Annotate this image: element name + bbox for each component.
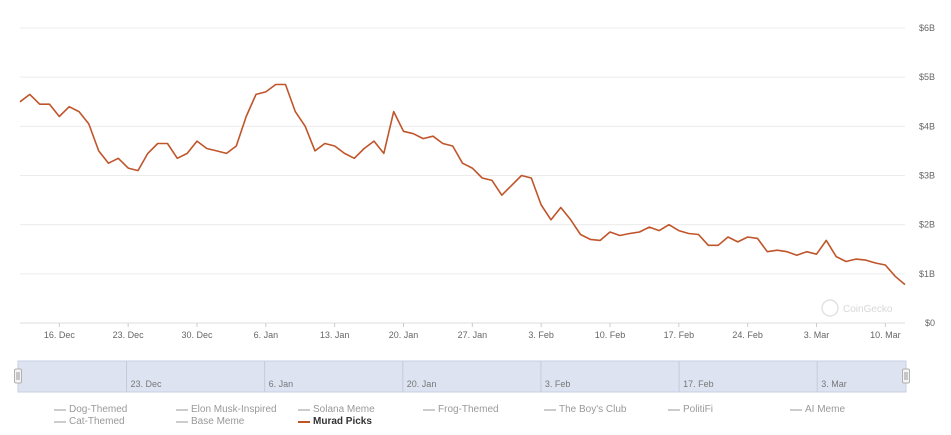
navigator-tick-label: 6. Jan bbox=[269, 379, 294, 389]
legend-swatch bbox=[668, 408, 680, 411]
legend-label: Solana Meme bbox=[313, 404, 375, 415]
legend-swatch bbox=[544, 408, 556, 411]
legend-label: Elon Musk-Inspired bbox=[191, 404, 277, 415]
coingecko-logo-icon bbox=[821, 299, 839, 317]
legend-swatch bbox=[176, 420, 188, 423]
series-layer bbox=[19, 83, 906, 286]
legend-label: Cat-Themed bbox=[69, 416, 125, 427]
grid-lines bbox=[20, 27, 905, 324]
legend-item-dog-themed[interactable]: Dog-Themed bbox=[54, 403, 127, 416]
legend-label: Dog-Themed bbox=[69, 404, 128, 415]
legend: Dog-Themed Elon Musk-Inspired Solana Meme F… bbox=[0, 402, 951, 432]
range-navigator[interactable]: 23. Dec 6. Jan 20. Jan 3. Feb 17. Feb 3. Mar bbox=[14, 360, 910, 393]
y-tick-label: $6B bbox=[919, 23, 935, 33]
navigator-tick-label: 20. Jan bbox=[407, 379, 437, 389]
legend-label: Base Meme bbox=[191, 416, 245, 427]
legend-item-solana-meme[interactable]: Solana Meme bbox=[298, 403, 375, 416]
legend-label: Murad Picks bbox=[313, 416, 372, 427]
x-tick-label: 3. Feb bbox=[528, 330, 554, 340]
legend-item-murad-picks[interactable]: Murad Picks bbox=[298, 415, 372, 428]
y-axis: $0 $1B $2B $3B $4B $5B $6B bbox=[919, 23, 935, 328]
x-tick-label: 20. Jan bbox=[389, 330, 419, 340]
x-tick-label: 6. Jan bbox=[254, 330, 279, 340]
x-tick-label: 23. Dec bbox=[113, 330, 145, 340]
legend-swatch bbox=[54, 408, 66, 411]
series-line-murad-picks[interactable] bbox=[19, 83, 906, 286]
x-tick-label: 10. Feb bbox=[595, 330, 626, 340]
x-tick-label: 17. Feb bbox=[664, 330, 695, 340]
navigator-tick-label: 3. Feb bbox=[545, 379, 571, 389]
legend-item-cat-themed[interactable]: Cat-Themed bbox=[54, 415, 125, 428]
x-axis: 16. Dec 23. Dec 30. Dec 6. Jan 13. Jan 20. Ja… bbox=[20, 322, 905, 340]
y-tick-label: $4B bbox=[919, 121, 935, 131]
legend-item-ai-meme[interactable]: AI Meme bbox=[790, 403, 845, 416]
y-tick-label: $1B bbox=[919, 269, 935, 279]
x-tick-label: 13. Jan bbox=[320, 330, 350, 340]
legend-swatch bbox=[423, 408, 435, 411]
legend-swatch bbox=[790, 408, 802, 411]
legend-item-the-boy-s-club[interactable]: The Boy's Club bbox=[544, 403, 627, 416]
y-tick-label: $5B bbox=[919, 72, 935, 82]
legend-swatch bbox=[298, 420, 310, 423]
x-tick-label: 16. Dec bbox=[44, 330, 76, 340]
legend-item-base-meme[interactable]: Base Meme bbox=[176, 415, 244, 428]
x-tick-label: 27. Jan bbox=[458, 330, 488, 340]
y-tick-label: $3B bbox=[919, 171, 935, 181]
x-tick-label: 3. Mar bbox=[804, 330, 830, 340]
watermark-text: CoinGecko bbox=[843, 304, 893, 315]
legend-swatch bbox=[54, 420, 66, 423]
legend-label: AI Meme bbox=[805, 404, 846, 415]
y-tick-label: $0 bbox=[925, 318, 935, 328]
y-tick-label: $2B bbox=[919, 220, 935, 230]
x-tick-label: 10. Mar bbox=[870, 330, 901, 340]
legend-item-politifi[interactable]: PolitiFi bbox=[668, 403, 713, 416]
legend-swatch bbox=[298, 408, 310, 411]
legend-swatch bbox=[176, 408, 188, 411]
navigator-tick-label: 17. Feb bbox=[683, 379, 714, 389]
navigator-left-handle[interactable] bbox=[14, 368, 22, 384]
navigator-tick-label: 23. Dec bbox=[131, 379, 163, 389]
navigator-right-handle[interactable] bbox=[902, 368, 910, 384]
legend-label: The Boy's Club bbox=[559, 404, 627, 415]
x-tick-label: 24. Feb bbox=[732, 330, 763, 340]
legend-label: PolitiFi bbox=[683, 404, 714, 415]
navigator-tick-label: 3. Mar bbox=[821, 379, 847, 389]
x-tick-label: 30. Dec bbox=[181, 330, 213, 340]
legend-item-frog-themed[interactable]: Frog-Themed bbox=[423, 403, 499, 416]
coingecko-watermark: CoinGecko bbox=[821, 299, 893, 317]
legend-label: Frog-Themed bbox=[438, 404, 499, 415]
legend-item-elon-musk-inspired[interactable]: Elon Musk-Inspired bbox=[176, 403, 277, 416]
